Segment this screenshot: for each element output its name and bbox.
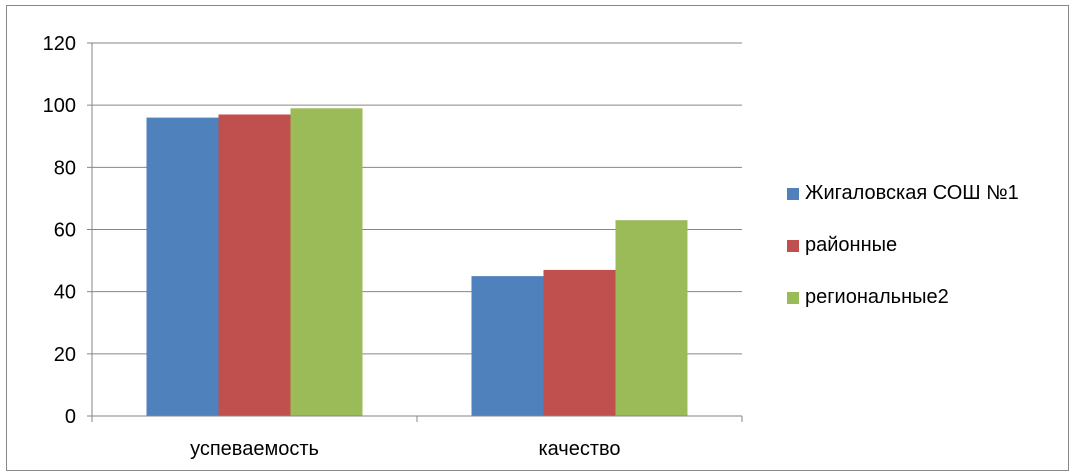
legend-item: районные	[787, 233, 1019, 258]
legend-label: региональные2	[805, 286, 949, 308]
y-tick-label: 60	[54, 220, 76, 242]
legend-item: Жигаловская СОШ №1	[787, 181, 1019, 206]
y-tick-label: 40	[54, 282, 76, 304]
bar-2-3	[615, 220, 688, 416]
bar-1-1	[146, 117, 219, 416]
tick-labels: 0 20 40 60 80 100 120 успеваемость качество	[43, 33, 621, 460]
legend-label: Жигаловская СОШ №1	[805, 182, 1019, 204]
legend: Жигаловская СОШ №1 районные региональные2	[787, 181, 1019, 337]
legend-swatch	[787, 291, 799, 304]
legend-item: региональные2	[787, 285, 1019, 310]
axes	[87, 42, 743, 422]
y-tick-label: 80	[54, 157, 76, 179]
legend-swatch	[787, 187, 799, 200]
bar-1-2	[218, 114, 291, 416]
y-tick-label: 20	[54, 344, 76, 366]
bars	[146, 108, 688, 417]
legend-label: районные	[805, 234, 898, 256]
x-category-label: качество	[538, 438, 620, 460]
bar-1-3	[290, 108, 363, 417]
y-tick-label: 100	[43, 95, 76, 117]
bar-2-2	[543, 269, 616, 416]
y-tick-label: 120	[43, 33, 76, 55]
x-category-label: успеваемость	[190, 438, 319, 460]
legend-swatch	[787, 239, 799, 252]
bar-2-1	[471, 276, 544, 416]
y-tick-label: 0	[65, 406, 76, 428]
